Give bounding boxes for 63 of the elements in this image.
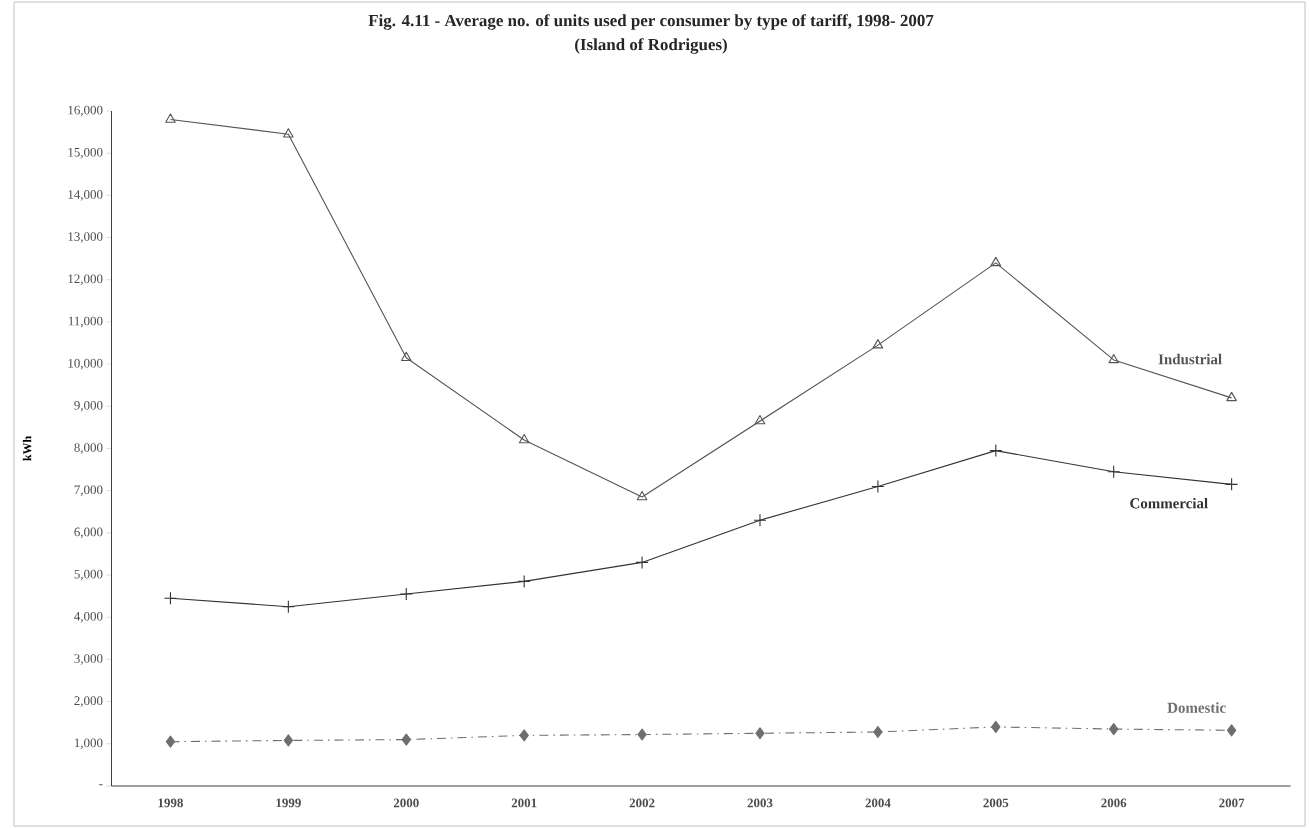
- y-tick-label: 13,000: [68, 232, 103, 243]
- x-tick-label: 2001: [511, 798, 537, 808]
- y-tick-label: 11,000: [68, 316, 103, 328]
- y-tick-label: 1,000: [74, 738, 103, 750]
- point: [519, 729, 529, 742]
- point: [1226, 391, 1237, 402]
- point: [991, 720, 1001, 733]
- point: [165, 113, 176, 123]
- y-tick-label: 3,000: [74, 654, 103, 665]
- point: [637, 728, 647, 741]
- x-tick-label: 2007: [1219, 798, 1245, 808]
- x-tick-label: 2003: [747, 798, 773, 808]
- y-tick-label: 9,000: [74, 401, 103, 412]
- y-tick-label: 4,000: [74, 611, 103, 623]
- x-tick-label: 2005: [983, 798, 1009, 808]
- series-label: Domestic: [1167, 702, 1226, 713]
- series-label: Industrial: [1158, 353, 1222, 365]
- y-tick-label: 7,000: [74, 485, 103, 496]
- point: [281, 600, 295, 614]
- point: [518, 434, 530, 444]
- y-tick-label: 6,000: [74, 527, 103, 539]
- point: [1225, 477, 1239, 491]
- y-tick-label: 15,000: [68, 147, 103, 159]
- point: [1109, 723, 1119, 736]
- y-tick-label: 2,000: [74, 696, 103, 707]
- x-tick-label: 2000: [393, 798, 419, 808]
- point: [989, 444, 1003, 458]
- point: [401, 733, 411, 746]
- x-tick-label: 1999: [276, 798, 301, 808]
- point: [636, 490, 648, 501]
- y-axis-title: kWh: [22, 436, 32, 461]
- y-tick-label: -: [99, 784, 103, 786]
- point: [283, 128, 294, 138]
- point: [753, 513, 767, 527]
- x-tick-label: 2002: [629, 798, 655, 808]
- y-tick-label: 16,000: [68, 105, 103, 117]
- series-label: Commercial: [1130, 497, 1208, 509]
- point: [871, 479, 885, 494]
- chart-title: Fig. 4.11 - Average no. of units used per consumer by type of tariff, 1998- 2007: [368, 14, 934, 30]
- point: [400, 351, 412, 362]
- x-tick-label: 2006: [1101, 798, 1127, 808]
- point: [635, 555, 649, 569]
- point: [872, 339, 884, 349]
- x-tick-label: 2004: [865, 798, 891, 808]
- point: [517, 574, 531, 588]
- chart-subtitle: (Island of Rodrigues): [575, 38, 727, 54]
- point: [1226, 724, 1237, 737]
- y-tick-label: 12,000: [68, 274, 103, 286]
- point: [399, 587, 413, 601]
- point: [755, 727, 765, 740]
- point: [165, 735, 176, 748]
- point: [754, 415, 766, 425]
- point: [990, 256, 1002, 267]
- point: [1107, 465, 1121, 479]
- point: [1108, 353, 1120, 364]
- point: [873, 725, 883, 739]
- y-tick-label: 5,000: [74, 569, 103, 581]
- y-tick-label: 10,000: [68, 358, 103, 370]
- point: [283, 734, 294, 747]
- point: [163, 591, 177, 605]
- y-tick-label: 14,000: [68, 190, 103, 201]
- x-tick-label: 1998: [158, 798, 183, 808]
- y-tick-label: 8,000: [74, 443, 103, 454]
